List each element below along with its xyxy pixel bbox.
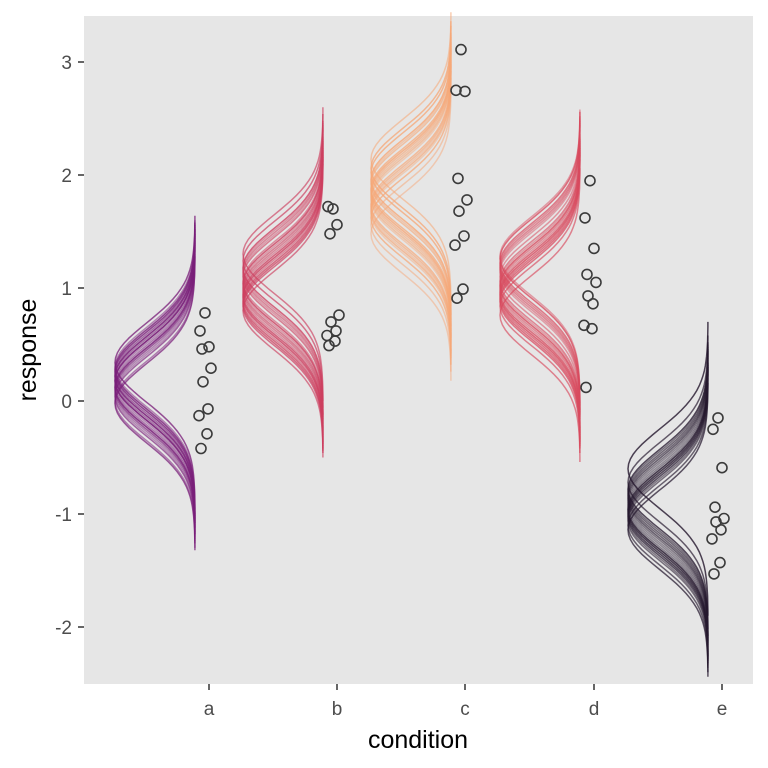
posterior-curve-b-16 [242, 107, 324, 401]
posterior-curve-a-15 [114, 215, 196, 510]
data-point-c-5 [461, 194, 473, 206]
x-axis: a b c d e [204, 684, 728, 720]
data-point-e-8 [706, 533, 718, 545]
data-point-c-8 [449, 239, 461, 251]
posterior-curve-b-18 [242, 136, 324, 431]
posterior-curve-e-12 [627, 382, 709, 677]
posterior-curve-c-15 [370, 21, 452, 316]
y-axis-title: response [14, 299, 42, 402]
y-tick-label: 1 [61, 279, 72, 300]
data-point-e-9 [714, 556, 726, 569]
posterior-curve-d-14 [499, 109, 581, 404]
data-point-c-3 [459, 85, 471, 98]
data-point-e-1 [712, 412, 724, 424]
posterior-curve-e-19 [627, 362, 709, 657]
x-tick-label: b [332, 699, 343, 720]
y-axis: -2 -1 0 1 2 3 [55, 53, 84, 639]
posterior-curve-c-7 [370, 77, 452, 372]
posterior-curve-b-9 [242, 114, 324, 408]
posterior-curve-c-10 [370, 12, 452, 307]
posterior-curve-b-17 [242, 152, 324, 447]
data-point-b-10 [323, 339, 335, 352]
posterior-curves [114, 12, 709, 677]
data-point-c-2 [450, 84, 462, 97]
data-point-c-10 [451, 292, 463, 305]
posterior-curve-d-20 [499, 118, 581, 413]
y-tick-label: -2 [55, 618, 72, 639]
data-point-d-4 [581, 268, 593, 281]
posterior-curve-d-19 [499, 150, 581, 444]
data-point-d-9 [586, 322, 598, 335]
posterior-curve-c-2 [370, 71, 452, 365]
data-point-d-1 [584, 174, 596, 187]
posterior-curve-a-20 [114, 229, 196, 523]
x-tick-label: a [204, 699, 215, 720]
y-tick-label: 3 [61, 53, 72, 74]
data-points [193, 43, 730, 580]
posterior-curve-c-19 [370, 64, 452, 359]
x-axis-title: condition [368, 726, 468, 754]
posterior-curve-c-14 [370, 86, 452, 381]
data-point-e-7 [715, 523, 727, 536]
data-point-a-1 [199, 307, 211, 319]
y-tick-label: 0 [61, 392, 72, 413]
data-point-c-4 [452, 172, 464, 185]
posterior-curve-e-18 [627, 321, 709, 616]
y-tick-label: 2 [61, 166, 72, 187]
data-point-e-3 [716, 461, 728, 474]
data-point-a-7 [202, 403, 214, 415]
x-tick-label: c [460, 699, 470, 720]
data-point-b-5 [333, 309, 345, 321]
data-point-d-5 [590, 276, 602, 289]
data-point-a-8 [193, 409, 205, 422]
data-point-a-2 [194, 325, 206, 337]
data-point-b-3 [331, 218, 343, 231]
data-point-c-1 [455, 43, 467, 56]
posterior-curve-e-9 [627, 335, 709, 630]
data-point-a-3 [203, 340, 215, 353]
y-tick-label: -1 [55, 505, 72, 526]
x-tick-label: d [589, 699, 600, 720]
posterior-curve-b-19 [242, 159, 324, 453]
data-point-c-6 [453, 205, 465, 217]
data-point-a-9 [201, 427, 213, 440]
data-point-d-2 [579, 212, 591, 224]
data-point-c-7 [458, 230, 470, 242]
data-point-a-4 [196, 343, 208, 355]
x-tick-label: e [717, 699, 728, 720]
data-point-a-6 [197, 375, 209, 388]
data-point-e-10 [708, 568, 720, 580]
data-point-b-6 [325, 316, 337, 328]
posterior-curve-c-17 [370, 34, 452, 329]
data-point-c-9 [457, 283, 469, 295]
data-point-d-7 [587, 297, 599, 310]
data-point-d-3 [588, 242, 600, 255]
data-point-b-2 [322, 200, 334, 213]
plot-panel [84, 16, 753, 684]
data-point-a-10 [195, 442, 207, 455]
posterior-curve-a-18 [114, 222, 196, 517]
posterior-curve-d-18 [499, 138, 581, 433]
data-point-e-4 [709, 501, 721, 514]
posterior-curve-a-16 [114, 240, 196, 535]
data-point-e-2 [707, 423, 719, 436]
posterior-curve-e-20 [627, 344, 709, 639]
posterior-curve-a-17 [114, 254, 196, 548]
data-point-d-10 [580, 381, 592, 394]
data-point-a-5 [205, 362, 217, 375]
posterior-curve-e-16 [627, 351, 709, 646]
data-point-b-4 [324, 228, 336, 240]
posterior-curve-c-20 [370, 48, 452, 343]
posterior-curve-d-16 [499, 168, 581, 462]
posterior-curve-b-20 [242, 125, 324, 420]
posterior-curve-e-17 [627, 371, 709, 666]
